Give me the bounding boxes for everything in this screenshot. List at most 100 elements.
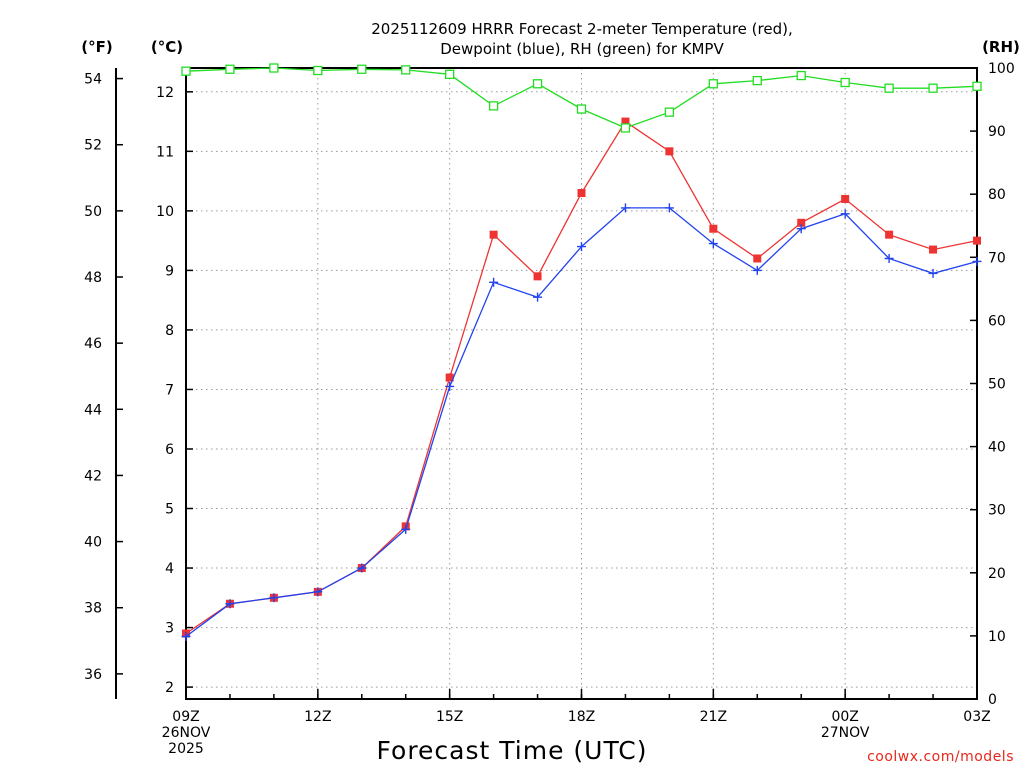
fahrenheit-tick-label: 42 xyxy=(84,468,102,484)
dewpoint-marker xyxy=(708,239,718,249)
celsius-tick-label: 8 xyxy=(165,323,174,339)
dewpoint-marker xyxy=(840,209,850,219)
dewpoint-marker xyxy=(445,381,455,391)
rh-tick-label: 0 xyxy=(988,692,997,708)
x-axis-title: Forecast Time (UTC) xyxy=(377,736,648,765)
dewpoint-marker xyxy=(533,292,543,302)
rh-tick-label: 90 xyxy=(988,124,1006,140)
dewpoint-marker xyxy=(269,593,279,603)
rh-marker xyxy=(664,107,675,117)
celsius-tick-label: 6 xyxy=(165,442,174,458)
rh-marker xyxy=(269,63,279,73)
dewpoint-marker xyxy=(796,224,806,234)
rh-marker xyxy=(708,79,718,89)
x-tick-label: 21Z xyxy=(700,709,727,725)
fahrenheit-tick-label: 38 xyxy=(84,601,102,617)
chart-title-line2: Dewpoint (blue), RH (green) for KMPV xyxy=(440,40,724,58)
fahrenheit-unit-label: (°F) xyxy=(81,38,112,56)
x-tick-label: 03Z xyxy=(963,709,990,725)
celsius-tick-label: 10 xyxy=(156,204,174,220)
dewpoint-marker xyxy=(972,256,982,266)
dewpoint-marker xyxy=(620,203,630,213)
dewpoint-marker xyxy=(357,563,367,573)
x-tick-label: 09Z xyxy=(172,709,199,725)
fahrenheit-tick-label: 44 xyxy=(84,402,102,418)
rh-tick-label: 60 xyxy=(988,313,1006,329)
x-tick-label: 00Z xyxy=(831,709,858,725)
temperature-marker xyxy=(753,254,762,263)
rh-tick-label: 70 xyxy=(988,250,1006,266)
celsius-tick-label: 7 xyxy=(165,382,174,398)
temperature-marker xyxy=(797,218,806,227)
celsius-tick-label: 3 xyxy=(165,621,174,637)
fahrenheit-tick-label: 50 xyxy=(84,204,102,220)
series-layer xyxy=(181,63,982,641)
chart-title-line1: 2025112609 HRRR Forecast 2-meter Tempera… xyxy=(371,20,792,38)
rh-marker xyxy=(357,64,367,74)
celsius-tick-label: 2 xyxy=(165,680,174,696)
dewpoint-marker xyxy=(181,631,191,641)
fahrenheit-tick-label: 40 xyxy=(84,535,102,551)
x-tick-label: 26NOV xyxy=(162,725,211,741)
temperature-marker xyxy=(489,230,498,239)
rh-marker xyxy=(181,66,191,76)
temperature-marker xyxy=(621,117,630,126)
celsius-unit-label: (°C) xyxy=(151,38,183,56)
temperature-marker xyxy=(709,224,718,233)
fahrenheit-tick-label: 36 xyxy=(84,667,102,683)
rh-marker xyxy=(620,123,631,133)
rh-marker xyxy=(928,83,938,93)
rh-marker xyxy=(796,70,806,81)
rh-tick-label: 80 xyxy=(988,187,1006,203)
fahrenheit-tick-label: 54 xyxy=(84,72,102,88)
rh-marker xyxy=(445,69,455,79)
temperature-marker xyxy=(841,194,850,203)
x-tick-label: 15Z xyxy=(436,709,463,725)
celsius-tick-label: 5 xyxy=(165,502,174,518)
rh-marker xyxy=(532,79,543,89)
celsius-tick-label: 12 xyxy=(156,85,174,101)
x-tick-label: 27NOV xyxy=(821,725,870,741)
temperature-marker xyxy=(885,230,894,239)
celsius-tick-label: 4 xyxy=(165,561,174,577)
fahrenheit-tick-label: 52 xyxy=(84,138,102,154)
rh-marker xyxy=(752,75,762,86)
fahrenheit-tick-label: 46 xyxy=(84,336,102,352)
temperature-marker xyxy=(973,236,981,245)
dewpoint-marker xyxy=(313,587,323,597)
rh-tick-label: 40 xyxy=(988,440,1006,456)
dewpoint-marker xyxy=(225,599,235,609)
dewpoint-marker xyxy=(928,268,938,278)
dewpoint-marker xyxy=(401,524,411,534)
temperature-marker xyxy=(929,245,938,254)
x-tick-label: 12Z xyxy=(304,709,331,725)
rh-tick-label: 10 xyxy=(988,629,1006,645)
temperature-marker xyxy=(445,373,454,382)
rh-tick-label: 30 xyxy=(988,503,1006,519)
rh-marker xyxy=(401,65,411,75)
rh-marker xyxy=(884,83,894,93)
temperature-marker xyxy=(665,147,674,156)
dewpoint-marker xyxy=(489,277,499,287)
rh-marker xyxy=(225,64,235,74)
fahrenheit-tick-label: 48 xyxy=(84,270,102,286)
rh-tick-label: 50 xyxy=(988,377,1006,393)
rh-unit-label: (RH) xyxy=(982,38,1020,56)
credit-label: coolwx.com/models xyxy=(867,749,1014,765)
rh-tick-label: 20 xyxy=(988,566,1006,582)
rh-tick-label: 100 xyxy=(988,61,1015,77)
dewpoint-marker xyxy=(577,242,586,252)
dewpoint-marker xyxy=(664,203,674,213)
x-tick-label: 18Z xyxy=(568,709,595,725)
celsius-tick-label: 11 xyxy=(156,144,174,160)
temperature-marker xyxy=(533,272,542,281)
dewpoint-marker xyxy=(884,253,894,263)
celsius-tick-label: 9 xyxy=(165,263,174,279)
series-line-dewpoint xyxy=(185,207,978,638)
grid-layer xyxy=(186,68,977,699)
temperature-marker xyxy=(577,189,586,198)
rh-marker xyxy=(488,101,499,111)
rh-marker xyxy=(972,81,982,91)
rh-marker xyxy=(313,65,323,76)
